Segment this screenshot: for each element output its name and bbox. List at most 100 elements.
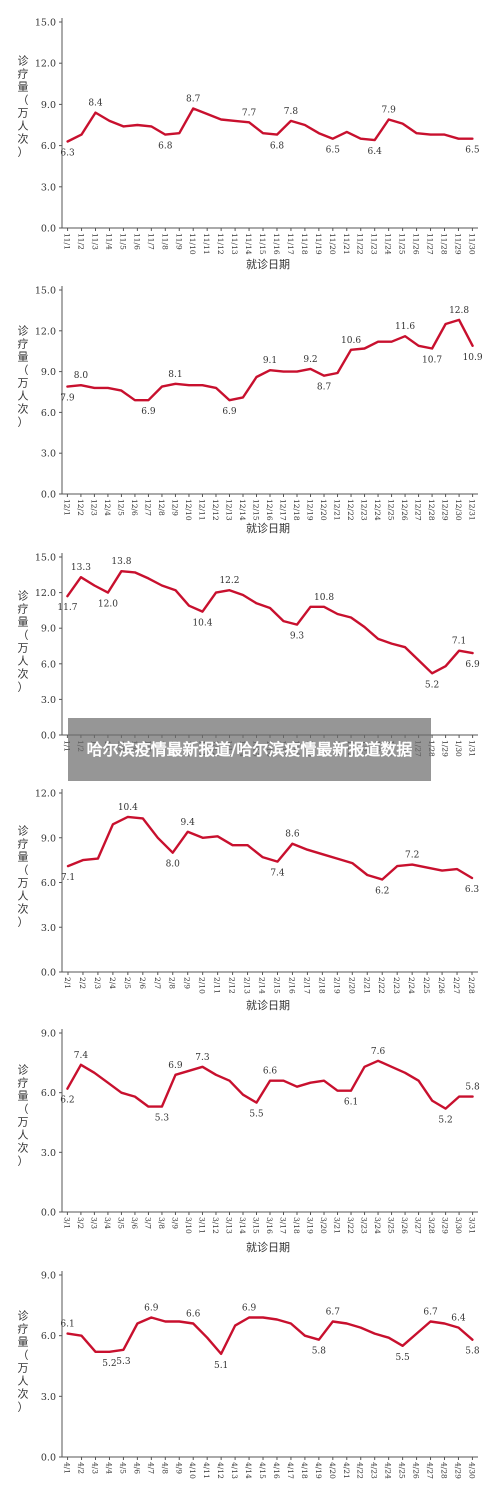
data-point <box>351 862 354 864</box>
x-tick-label: 3/16 <box>265 1217 274 1234</box>
x-tick-label: 12/15 <box>251 499 260 521</box>
x-tick-label: 12/3 <box>89 499 98 516</box>
x-tick-label: 11/18 <box>300 233 309 255</box>
data-point <box>112 823 114 826</box>
x-tick-label: 3/15 <box>251 1217 260 1234</box>
x-tick-label: 2/24 <box>407 977 416 994</box>
x-tick-label: 2/25 <box>422 977 431 994</box>
x-tick-label: 12/11 <box>197 499 206 521</box>
x-tick-label: 12/30 <box>454 499 463 521</box>
x-tick-label: 1/28 <box>427 740 436 757</box>
data-point <box>323 606 325 608</box>
data-point <box>201 836 204 839</box>
data-label: 6.3 <box>60 148 75 158</box>
x-tick-label: 2/9 <box>183 977 192 989</box>
x-tick-label: 2/3 <box>93 977 102 989</box>
data-point <box>309 368 312 370</box>
data-label: 8.0 <box>74 371 89 381</box>
data-point <box>401 1344 404 1347</box>
y-tick-label: 0.0 <box>41 224 56 235</box>
data-point <box>381 878 384 881</box>
y-tick-label: 3.0 <box>41 1148 56 1159</box>
data-point <box>363 347 366 350</box>
data-label: 6.6 <box>186 1310 201 1320</box>
x-tick-label: 2/16 <box>287 977 296 994</box>
data-point <box>373 139 376 141</box>
data-label: 6.4 <box>368 147 383 157</box>
data-label: 13.8 <box>111 557 131 567</box>
y-tick-label: 3.0 <box>41 182 56 193</box>
x-tick-label: 12/13 <box>224 499 233 521</box>
data-label: 6.9 <box>141 407 156 417</box>
x-axis-label: 就诊日期 <box>246 257 290 271</box>
data-point <box>401 122 404 125</box>
x-tick-label: 4/28 <box>439 1462 448 1479</box>
x-tick-label: 4/4 <box>104 1462 113 1474</box>
data-point <box>80 133 83 136</box>
data-point <box>336 857 339 860</box>
data-point <box>216 835 219 838</box>
data-point <box>142 817 144 820</box>
data-label: 10.7 <box>422 355 442 365</box>
data-label: 5.8 <box>465 1347 480 1357</box>
data-point <box>390 642 393 645</box>
data-label: 6.9 <box>242 1303 257 1313</box>
data-point <box>377 638 379 640</box>
x-tick-label: 2/19 <box>332 977 341 994</box>
y-tick-label: 12.0 <box>35 789 56 800</box>
series-line <box>66 107 474 143</box>
x-tick-label: 11/11 <box>202 233 211 255</box>
data-label: 5.5 <box>249 1110 264 1120</box>
y-tick-label: 9.0 <box>41 624 56 635</box>
x-tick-label: 2/1 <box>63 977 72 989</box>
line-chart-4: 0.0 3.0 6.0 9.0 12.0 诊疗量（万人次） 2/1 2/2 2/3 2/4 2/5 2… <box>18 789 480 1013</box>
data-point <box>276 133 278 136</box>
x-tick-label: 12/9 <box>170 499 179 516</box>
x-tick-label: 11/13 <box>230 233 239 255</box>
data-point <box>332 137 334 140</box>
y-tick-label: 3.0 <box>41 695 56 706</box>
x-tick-label: 3/25 <box>387 1217 396 1234</box>
data-point <box>188 384 190 386</box>
y-tick-label: 15.0 <box>35 18 56 29</box>
x-tick-label: 2/11 <box>213 977 222 994</box>
data-point <box>206 113 208 115</box>
x-tick-label: 3/30 <box>454 1217 463 1234</box>
data-point <box>215 387 217 389</box>
data-point <box>94 111 97 114</box>
y-axis-label: 诊疗量（万人次） <box>18 589 29 694</box>
data-point <box>255 1101 258 1104</box>
x-tick-label: 2/4 <box>108 977 117 989</box>
x-tick-label: 3/6 <box>130 1217 139 1229</box>
data-point <box>471 137 474 140</box>
x-tick-label: 11/17 <box>286 233 295 255</box>
x-tick-label: 3/17 <box>279 1217 288 1234</box>
data-point <box>471 1095 474 1098</box>
data-point <box>108 120 111 122</box>
data-point <box>215 591 217 594</box>
data-label: 9.1 <box>263 356 277 366</box>
data-point <box>228 589 231 592</box>
data-label: 8.1 <box>168 370 182 380</box>
data-point <box>443 133 446 136</box>
x-tick-label: 3/24 <box>373 1217 382 1234</box>
x-tick-label: 4/3 <box>91 1462 100 1474</box>
data-point <box>304 1334 306 1337</box>
data-point <box>255 602 258 605</box>
x-tick-label: 12/20 <box>319 499 328 521</box>
data-point <box>66 1087 69 1090</box>
x-tick-label: 3/10 <box>184 1217 193 1234</box>
y-tick-label: 12.0 <box>35 59 56 70</box>
data-label: 7.9 <box>60 394 75 404</box>
x-tick-label: 12/24 <box>373 499 382 521</box>
x-tick-label: 2/12 <box>228 977 237 994</box>
x-tick-label: 3/22 <box>346 1217 355 1234</box>
data-point <box>171 851 174 854</box>
data-point <box>458 649 460 652</box>
data-label: 7.6 <box>371 1047 386 1057</box>
x-tick-label: 11/22 <box>356 233 365 255</box>
data-label: 7.7 <box>242 108 257 118</box>
x-tick-label: 2/15 <box>272 977 281 994</box>
data-point <box>431 347 433 350</box>
line-chart-5: 0.0 3.0 6.0 9.0 诊疗量（万人次） 3/1 3/2 3/3 3/4 3/5 3/6 3/… <box>18 1029 481 1255</box>
